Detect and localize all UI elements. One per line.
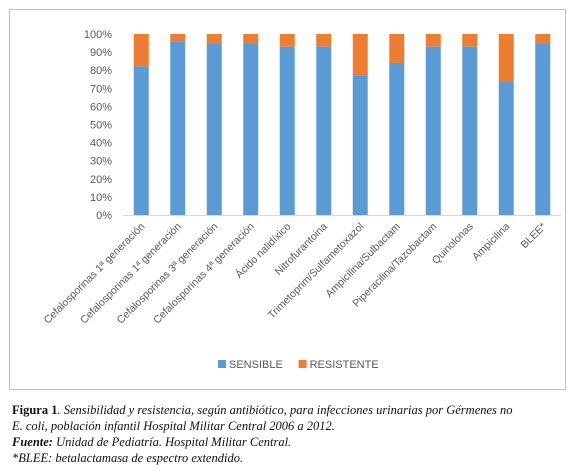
y-tick-label: 100% <box>84 29 112 41</box>
y-tick-label: 10% <box>90 192 112 204</box>
bar-resistente <box>316 34 332 47</box>
legend-swatch-resistente <box>298 360 307 368</box>
y-tick-label: 70% <box>90 83 112 95</box>
bar-sensible <box>425 46 441 215</box>
legend-swatch-sensible <box>218 360 226 368</box>
caption-title: . Sensibilidad y resistencia, según anti… <box>57 403 513 417</box>
y-tick-label: 20% <box>90 174 112 186</box>
bar-resistente <box>133 34 149 67</box>
chart-frame: 0% 10% 20% 30% 40% 50% 60% 70% 80% 90% 100% Cefalos… <box>9 9 566 390</box>
caption-source-label: Fuente: <box>12 435 53 449</box>
bar-sensible <box>279 46 295 215</box>
bar-resistente <box>279 34 295 47</box>
caption-line-2: E. coli, población infantil Hospital Mil… <box>12 419 335 433</box>
y-tick-label: 80% <box>90 65 112 77</box>
bar-sensible <box>535 43 551 215</box>
y-tick-label: 0% <box>96 210 112 222</box>
y-tick-label: 60% <box>90 101 112 113</box>
y-tick-label: 40% <box>90 138 112 150</box>
bar-resistente <box>352 34 368 76</box>
legend-label-resistente: RESISTENTE <box>310 359 379 371</box>
stacked-bar-chart: 0%10%20%30%40%50%60%70%80%90%100%Cefalos… <box>42 29 561 371</box>
bar-sensible <box>498 81 514 215</box>
bar-resistente <box>535 34 551 44</box>
caption-source-text: Unidad de Pediatría. Hospital Militar Ce… <box>52 435 292 449</box>
legend-label-sensible: SENSIBLE <box>229 359 283 371</box>
bar-sensible <box>389 62 405 216</box>
figure-caption: Figura 1. Sensibilidad y resistencia, se… <box>12 402 572 466</box>
bar-sensible <box>316 46 332 215</box>
y-tick-label: 50% <box>90 120 112 132</box>
caption-note: *BLEE: betalactamasa de espectro extendi… <box>12 451 244 465</box>
caption-figure-label: Figura 1 <box>12 403 58 417</box>
bar-sensible <box>352 75 368 215</box>
category-label: Ampicilina <box>470 221 512 263</box>
bar-sensible <box>133 66 149 215</box>
bar-resistente <box>425 34 441 47</box>
y-tick-label: 30% <box>90 156 112 168</box>
bar-sensible <box>170 41 186 216</box>
bar-sensible <box>243 43 259 215</box>
y-tick-label: 90% <box>90 47 112 59</box>
bar-resistente <box>389 34 405 63</box>
bar-resistente <box>170 34 186 42</box>
bar-sensible <box>462 46 478 215</box>
bar-resistente <box>462 34 478 47</box>
caption-source: Fuente: Unidad de Pediatría. Hospital Mi… <box>12 434 572 450</box>
bar-resistente <box>206 34 222 44</box>
category-label: BLEE* <box>519 221 549 251</box>
bar-sensible <box>206 43 222 215</box>
bar-resistente <box>498 34 514 82</box>
caption-line-1: Figura 1. Sensibilidad y resistencia, se… <box>12 402 572 418</box>
bar-resistente <box>243 34 259 44</box>
